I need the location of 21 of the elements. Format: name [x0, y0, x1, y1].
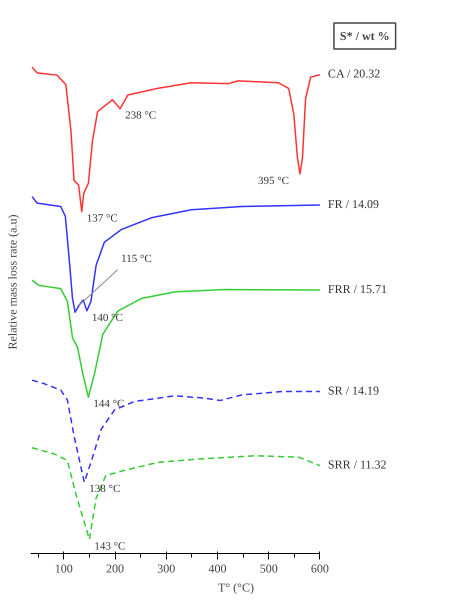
x-axis-title: T° (°C): [218, 580, 254, 594]
annotation: 144 °C: [93, 398, 124, 410]
annotation: 395 °C: [258, 174, 289, 187]
series-label: FRR / 15.71: [328, 282, 387, 296]
x-tick-label: 500: [260, 562, 278, 576]
annotation: 143 °C: [94, 540, 126, 552]
series-label: SR / 14.19: [328, 384, 379, 398]
x-tick-label: 600: [310, 562, 329, 576]
x-tick-label: 200: [106, 562, 124, 576]
series-label: CA / 20.32: [328, 66, 380, 81]
series-label: FR / 14.09: [328, 197, 379, 212]
y-axis-title: Relative mass loss rate (a.u): [6, 214, 20, 350]
annotation: 138 °C: [89, 483, 120, 496]
series-label: SRR / 11.32: [328, 458, 387, 472]
annotation: 115 °C: [121, 253, 152, 266]
x-tick-label: 400: [208, 562, 226, 576]
annotation: 137 °C: [86, 212, 118, 225]
annotation: 238 °C: [125, 110, 156, 122]
legend-title: S* / wt %: [340, 28, 390, 43]
x-tick-label: 300: [157, 562, 176, 576]
x-tick-label: 100: [54, 562, 73, 576]
